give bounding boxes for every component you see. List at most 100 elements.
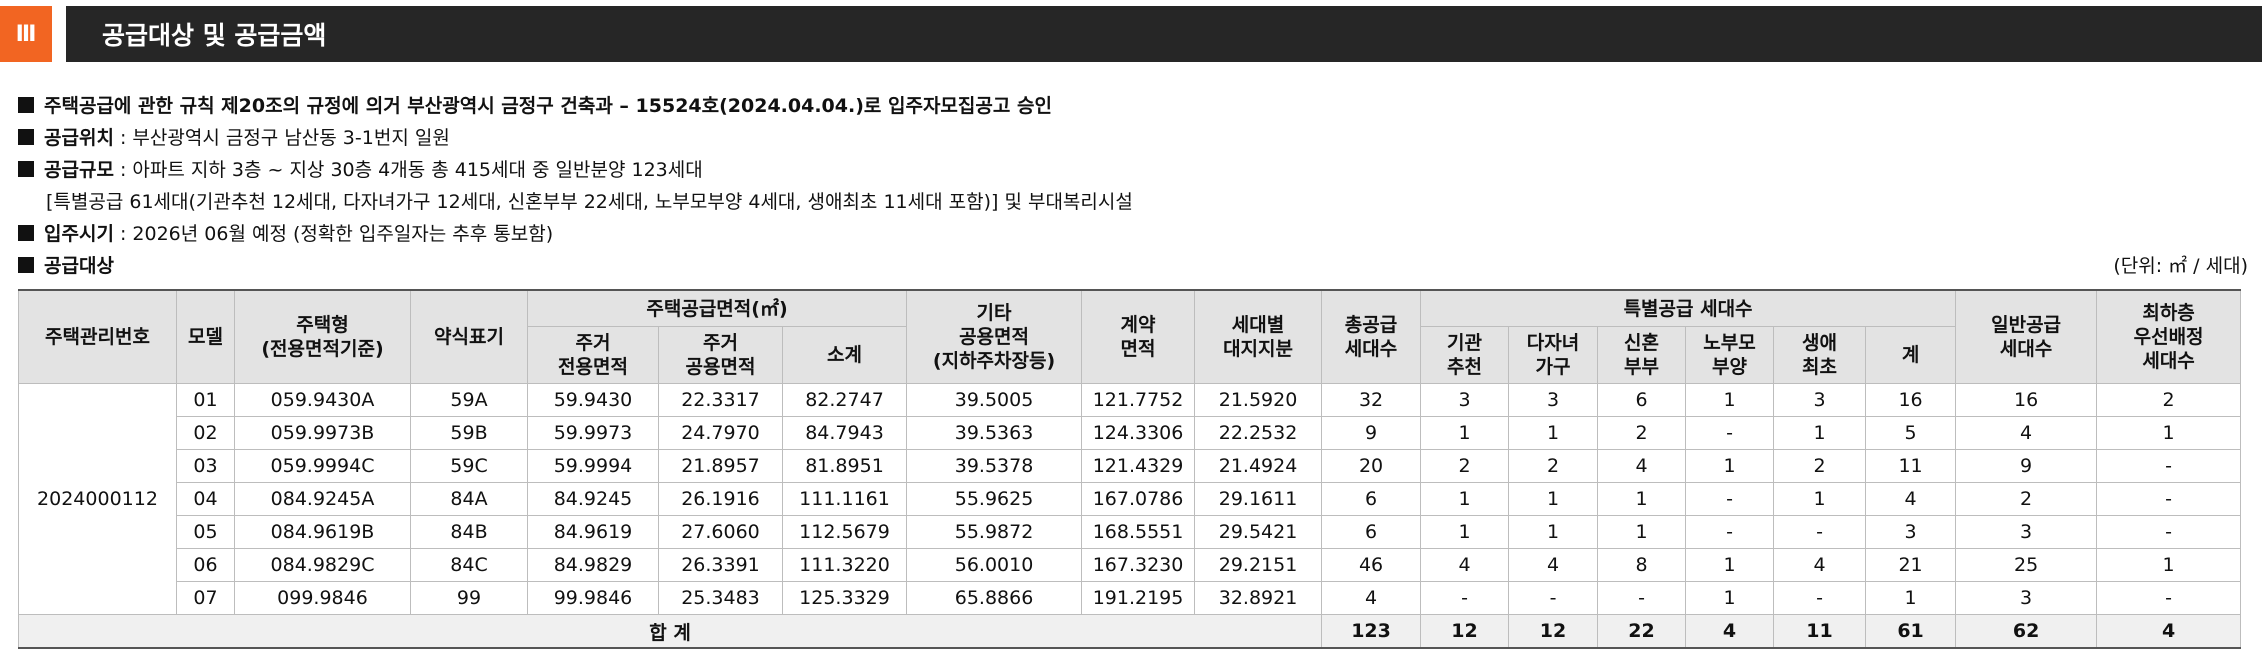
square-bullet-icon (18, 257, 34, 273)
cell: 1 (1508, 482, 1599, 516)
total-cell: 61 (1865, 614, 1957, 649)
cell: 3 (1955, 581, 2098, 615)
cell: 084.9829C (234, 548, 411, 582)
cell: 01 (176, 383, 235, 417)
cell: 1 (2096, 548, 2242, 582)
header-mgmt-no: 주택관리번호 (18, 289, 177, 384)
cell: 1 (1508, 515, 1599, 549)
cell: - (2096, 482, 2242, 516)
cell: 2 (1955, 482, 2098, 516)
cell: - (1685, 416, 1775, 450)
total-cell: 62 (1955, 614, 2098, 649)
cell: 04 (176, 482, 235, 516)
cell: 1 (1773, 482, 1867, 516)
cell: 02 (176, 416, 235, 450)
table-row: 07 099.9846 99 99.9846 25.3483 125.3329 65.886… (19, 581, 2242, 615)
cell: 59.9973 (527, 416, 659, 450)
table-row: 02 059.9973B 59B 59.9973 24.7970 84.7943 39.53… (19, 416, 2242, 450)
cell: 1 (1685, 548, 1775, 582)
cell: 29.2151 (1194, 548, 1323, 582)
total-label: 합 계 (17, 614, 1323, 649)
table-row: 03 059.9994C 59C 59.9994 21.8957 81.8951 39.53… (19, 449, 2242, 483)
cell: 1 (1597, 515, 1687, 549)
cell: 21.8957 (658, 449, 783, 483)
cell: 16 (1865, 383, 1957, 417)
location-line: 공급위치 : 부산광역시 금정구 남산동 3-1번지 일원 (18, 122, 2248, 154)
cell: - (1508, 581, 1599, 615)
cell: 32 (1321, 383, 1422, 417)
section-header: Ⅲ 공급대상 및 공급금액 (0, 6, 2262, 62)
cell: 05 (176, 515, 235, 549)
target-line: 공급대상 (단위: ㎡ / 세대) (18, 250, 2248, 282)
cell: 9 (1321, 416, 1422, 450)
cell: 26.1916 (658, 482, 783, 516)
cell: 56.0010 (906, 548, 1083, 582)
table-body: 2024000112 01 059.9430A 59A 59.9430 22.3317 8… (17, 383, 2242, 649)
table-row: 04 084.9245A 84A 84.9245 26.1916 111.1161 55.9… (19, 482, 2242, 516)
cell: 099.9846 (234, 581, 411, 615)
cell: 1 (1773, 416, 1867, 450)
cell: 82.2747 (781, 383, 908, 417)
cell: 9 (1955, 449, 2098, 483)
cell: 21 (1865, 548, 1957, 582)
header-common-area: 주거 공용면적 (658, 326, 783, 384)
cell: 59.9430 (527, 383, 659, 417)
cell: 1 (1420, 482, 1510, 516)
header-elderly: 노부모 부양 (1685, 326, 1775, 384)
table-row: 06 084.9829C 84C 84.9829 26.3391 111.3220 56.0… (19, 548, 2242, 582)
header-lowfloor: 최하층 우선배정 세대수 (2096, 289, 2242, 384)
cell: 121.7752 (1081, 383, 1196, 417)
cell: 4 (1955, 416, 2098, 450)
cell: - (1420, 581, 1510, 615)
total-cell: 12 (1420, 614, 1510, 649)
cell: 03 (176, 449, 235, 483)
cell: 112.5679 (781, 515, 908, 549)
cell: 55.9625 (906, 482, 1083, 516)
cell: 1 (1597, 482, 1687, 516)
header-special-sum: 계 (1865, 326, 1957, 384)
cell: 124.3306 (1081, 416, 1196, 450)
header-first-time: 생애 최초 (1773, 326, 1867, 384)
cell: 5 (1865, 416, 1957, 450)
square-bullet-icon (18, 97, 34, 113)
header-house-type: 주택형 (전용면적기준) (234, 289, 411, 384)
cell: - (2096, 449, 2242, 483)
cell: 3 (1773, 383, 1867, 417)
cell: 84A (410, 482, 528, 516)
cell: 4 (1321, 581, 1422, 615)
cell: 39.5378 (906, 449, 1083, 483)
cell: 46 (1321, 548, 1422, 582)
cell: 29.5421 (1194, 515, 1323, 549)
cell: 6 (1597, 383, 1687, 417)
cell: 1 (1420, 416, 1510, 450)
cell: 84.9619 (527, 515, 659, 549)
cell: 84.9245 (527, 482, 659, 516)
total-cell: 123 (1321, 614, 1422, 649)
cell: 29.1611 (1194, 482, 1323, 516)
cell: - (1773, 581, 1867, 615)
cell: 3 (1420, 383, 1510, 417)
cell: 1 (1685, 383, 1775, 417)
cell: 111.3220 (781, 548, 908, 582)
table-row: 2024000112 01 059.9430A 59A 59.9430 22.3317 8… (18, 383, 2242, 615)
cell: 1 (1865, 581, 1957, 615)
cell: 6 (1321, 482, 1422, 516)
header-multi-child: 다자녀 가구 (1508, 326, 1599, 384)
cell: 24.7970 (658, 416, 783, 450)
header-newlywed: 신혼 부부 (1597, 326, 1687, 384)
cell: 16 (1955, 383, 2098, 417)
cell: 8 (1597, 548, 1687, 582)
header-model: 모델 (176, 289, 235, 384)
cell: 27.6060 (658, 515, 783, 549)
total-cell: 22 (1597, 614, 1687, 649)
cell: 168.5551 (1081, 515, 1196, 549)
approval-line: 주택공급에 관한 규칙 제20조의 규정에 의거 부산광역시 금정구 건축과 –… (18, 90, 2248, 122)
cell: 59.9994 (527, 449, 659, 483)
cell: 084.9245A (234, 482, 411, 516)
header-exclusive-area: 주거 전용면적 (527, 326, 659, 384)
header-subtotal: 소계 (781, 326, 908, 384)
cell: 21.4924 (1194, 449, 1323, 483)
cell: 2 (1597, 416, 1687, 450)
cell: 4 (1773, 548, 1867, 582)
cell: 125.3329 (781, 581, 908, 615)
